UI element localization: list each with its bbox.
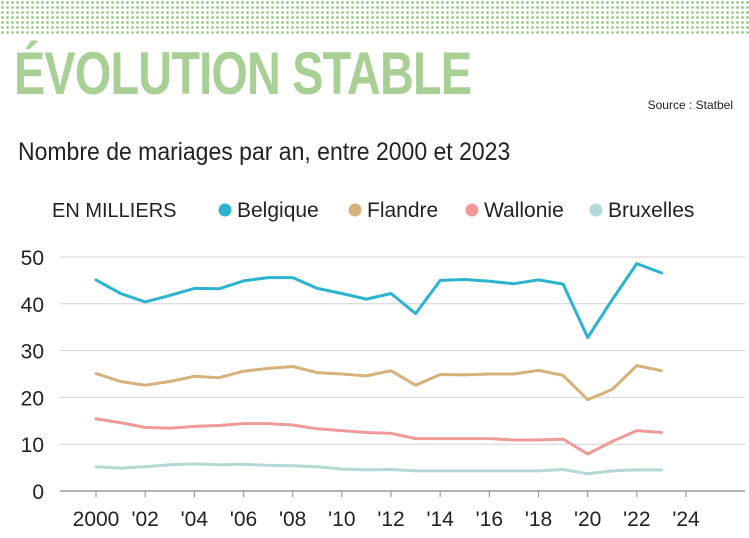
y-tick-label: 10 <box>21 434 44 457</box>
x-tick-label: '22 <box>623 508 650 531</box>
legend-marker-belgique <box>218 203 232 217</box>
y-tick-label: 50 <box>21 247 44 270</box>
x-tick-label: '04 <box>181 508 209 531</box>
legend-label-bruxelles: Bruxelles <box>608 199 694 222</box>
x-tick-label: '06 <box>230 508 257 531</box>
x-tick-label: '18 <box>525 508 552 531</box>
y-tick-label: 30 <box>21 341 44 364</box>
y-tick-label: 20 <box>21 387 44 410</box>
series-line-belgique <box>94 262 663 339</box>
x-tick-label: 2000 <box>73 508 120 531</box>
dotted-header-band <box>0 0 749 34</box>
legend-label-wallonie: Wallonie <box>484 199 564 222</box>
chart-title: ÉVOLUTION STABLE <box>14 40 472 107</box>
x-tick-label: '14 <box>426 508 454 531</box>
x-tick-label: '12 <box>377 508 404 531</box>
unit-label: EN MILLIERS <box>52 200 176 222</box>
x-tick-label: '16 <box>476 508 503 531</box>
source-note: Source : Statbel <box>647 98 733 112</box>
y-tick-label: 0 <box>32 481 44 504</box>
legend-marker-bruxelles <box>589 203 603 217</box>
x-tick-label: '24 <box>672 508 700 531</box>
legend-marker-flandre <box>348 203 362 217</box>
x-tick-label: '08 <box>279 508 306 531</box>
series-line-flandre <box>94 364 663 402</box>
x-tick-label: '02 <box>131 508 158 531</box>
chart-subtitle: Nombre de mariages par an, entre 2000 et… <box>18 138 511 166</box>
series-line-bruxelles <box>94 462 663 476</box>
legend-label-flandre: Flandre <box>367 199 438 222</box>
y-tick-label: 40 <box>21 294 44 317</box>
x-tick-label: '20 <box>574 508 601 531</box>
series-line-wallonie <box>94 417 663 456</box>
legend-marker-wallonie <box>465 203 479 217</box>
legend-label-belgique: Belgique <box>237 199 319 222</box>
x-tick-label: '10 <box>328 508 355 531</box>
